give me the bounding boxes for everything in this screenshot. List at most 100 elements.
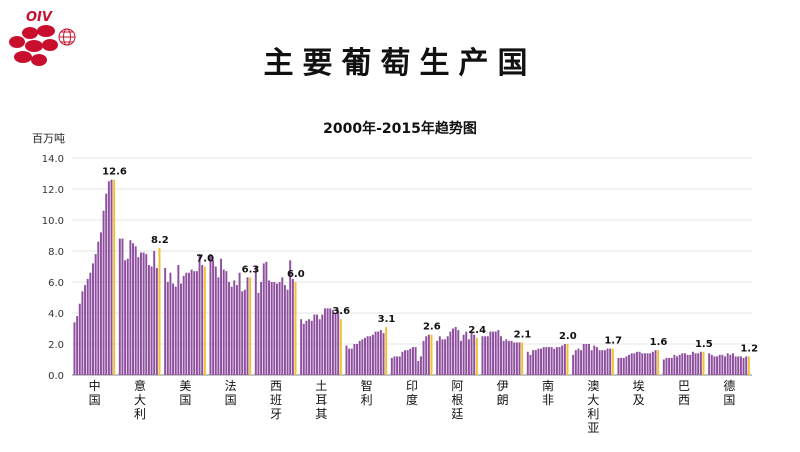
bar-澳大利亚-2004 (582, 344, 585, 375)
bar-中国-2002 (78, 303, 81, 375)
bar-意大利-2010 (145, 254, 148, 375)
bar-埃及-2010 (643, 353, 646, 375)
bar-智利-2015 (385, 326, 388, 375)
x-category-label: 南非 (542, 378, 554, 407)
bar-意大利-2013 (153, 251, 156, 375)
bar-巴西-2014 (699, 351, 702, 375)
bar-西班牙-2005 (268, 280, 271, 375)
bar-阿根廷-2011 (465, 331, 468, 375)
bar-德国-2004 (718, 354, 721, 375)
x-category-label: 土耳其 (315, 379, 327, 421)
bar-中国-2001 (76, 316, 79, 375)
x-category-label: 德国 (723, 378, 735, 407)
bar-巴西-2011 (691, 351, 694, 375)
bar-智利-2005 (358, 340, 361, 375)
bar-土耳其-2000 (300, 319, 303, 375)
data-label: 1.7 (604, 336, 622, 347)
data-label: 7.0 (196, 254, 214, 265)
bar-意大利-2005 (132, 243, 135, 375)
data-label: 2.4 (468, 325, 486, 336)
bar-美国-2014 (201, 264, 204, 375)
data-label: 12.6 (102, 167, 127, 178)
bar-智利-2008 (366, 336, 369, 375)
oiv-logo: OIV (9, 10, 76, 66)
bar-美国-2003 (172, 283, 175, 375)
bar-法国-2010 (235, 285, 238, 375)
bar-美国-2006 (180, 283, 182, 375)
bar-伊朗-2005 (494, 331, 497, 375)
bar-阿根廷-2009 (459, 340, 462, 375)
x-category-label: 美国 (179, 379, 191, 407)
bar-法国-2006 (225, 271, 228, 375)
bar-阿根廷-2006 (452, 328, 454, 375)
bar-巴西-2012 (694, 353, 697, 375)
oiv-logo-text: OIV (26, 10, 53, 25)
bar-澳大利亚-2012 (603, 350, 606, 375)
y-axis-label: 百万吨 (32, 132, 65, 145)
bar-巴西-2015 (702, 351, 705, 375)
bar-意大利-2012 (150, 266, 153, 375)
bar-伊朗-2015 (521, 342, 524, 375)
bar-美国-2005 (177, 264, 180, 375)
bar-澳大利亚-2005 (585, 344, 588, 375)
y-tick-label: 4.0 (48, 309, 64, 320)
bar-美国-2002 (169, 272, 172, 375)
bar-埃及-2008 (638, 351, 641, 375)
bar-南非-2007 (545, 347, 548, 375)
bar-中国-2005 (86, 278, 89, 375)
bar-土耳其-2009 (323, 308, 326, 375)
bar-中国-2012 (105, 193, 108, 375)
bar-伊朗-2011 (510, 340, 513, 375)
y-tick-label: 14.0 (42, 154, 64, 165)
bar-德国-2014 (745, 356, 748, 375)
bar-伊朗-2007 (500, 336, 502, 375)
x-category-label: 伊朗 (497, 379, 509, 407)
bar-德国-2012 (739, 356, 742, 375)
y-tick-label: 10.0 (42, 216, 64, 227)
bar-意大利-2008 (140, 252, 142, 375)
bar-法国-2015 (249, 277, 252, 375)
x-category-label: 印度 (406, 379, 418, 407)
bar-德国-2003 (716, 356, 719, 375)
bar-中国-2003 (81, 291, 84, 375)
x-category-label: 中国 (89, 378, 101, 407)
data-label: 3.6 (332, 306, 350, 317)
bar-美国-2011 (193, 271, 196, 375)
bar-法国-2004 (220, 258, 223, 375)
bar-伊朗-2014 (518, 342, 521, 375)
bar-意大利-2004 (129, 240, 132, 375)
y-tick-label: 0.0 (48, 371, 64, 382)
bar-伊朗-2004 (492, 331, 495, 375)
bar-智利-2013 (379, 330, 382, 375)
bar-土耳其-2001 (302, 323, 305, 375)
bar-伊朗-2009 (505, 339, 508, 375)
bar-埃及-2009 (641, 353, 644, 375)
bar-中国-2010 (99, 232, 102, 375)
bar-智利-2006 (361, 339, 364, 375)
bar-澳大利亚-2000 (572, 354, 575, 375)
bar-西班牙-2010 (281, 277, 284, 375)
bar-阿根廷-2003 (444, 339, 447, 375)
bar-澳大利亚-2008 (593, 345, 596, 375)
bar-巴西-2009 (686, 354, 689, 375)
bar-西班牙-2004 (265, 261, 268, 375)
bar-南非-2004 (537, 348, 540, 375)
data-label: 6.0 (287, 269, 305, 280)
bar-南非-2006 (542, 347, 545, 375)
y-tick-label: 6.0 (48, 278, 64, 289)
grape-berry-icon (9, 36, 25, 48)
bar-中国-2015 (113, 179, 116, 375)
bar-阿根廷-2002 (441, 339, 444, 375)
bar-意大利-2002 (124, 260, 127, 375)
bar-美国-2015 (203, 266, 206, 375)
bar-德国-2002 (713, 356, 716, 375)
bar-智利-2010 (371, 334, 374, 375)
bar-法国-2009 (233, 280, 236, 375)
bar-印度-2006 (406, 350, 409, 375)
bar-伊朗-2006 (497, 330, 500, 375)
bar-智利-2014 (382, 333, 385, 375)
data-label: 6.3 (242, 264, 260, 275)
bar-美国-2013 (198, 254, 201, 375)
bar-伊朗-2012 (513, 342, 516, 375)
